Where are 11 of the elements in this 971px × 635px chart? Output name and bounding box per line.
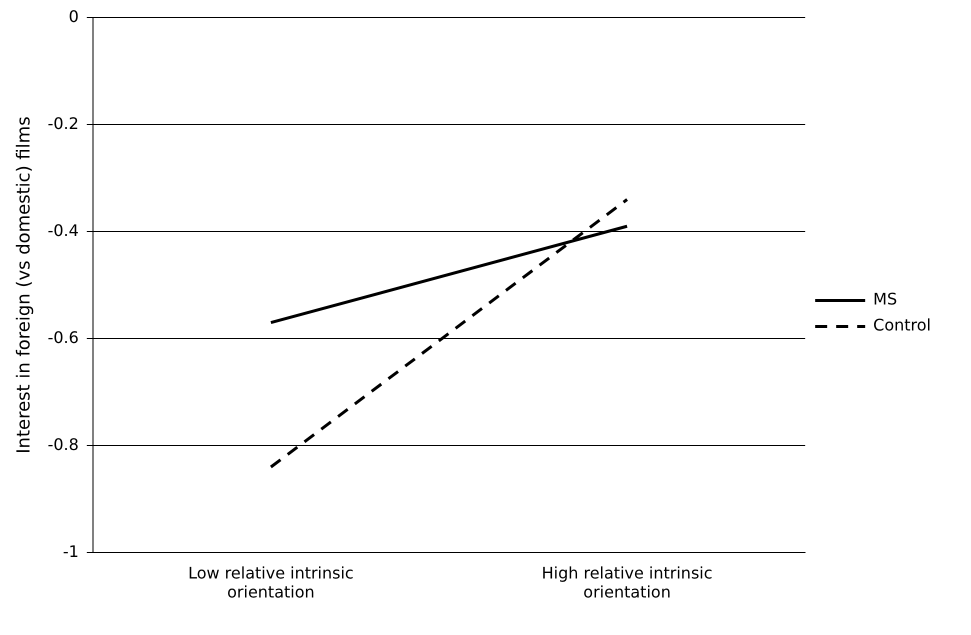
legend-label: Control [873,316,932,335]
y-tick-label: -0.4 [48,220,79,240]
x-tick-label: Low relative intrinsic orientation [188,563,354,602]
y-axis-title: Interest in foreign (vs domestic) films [13,116,34,454]
y-tick-label: 0 [68,6,79,26]
y-tick-label: -0.6 [48,328,79,347]
legend-label: MS [873,290,898,309]
y-tick-label: -0.8 [48,434,79,454]
y-tick-label: -1 [62,542,79,561]
y-tick-label: -0.2 [48,114,79,133]
x-tick-label: High relative intrinsic orientation [542,563,713,602]
